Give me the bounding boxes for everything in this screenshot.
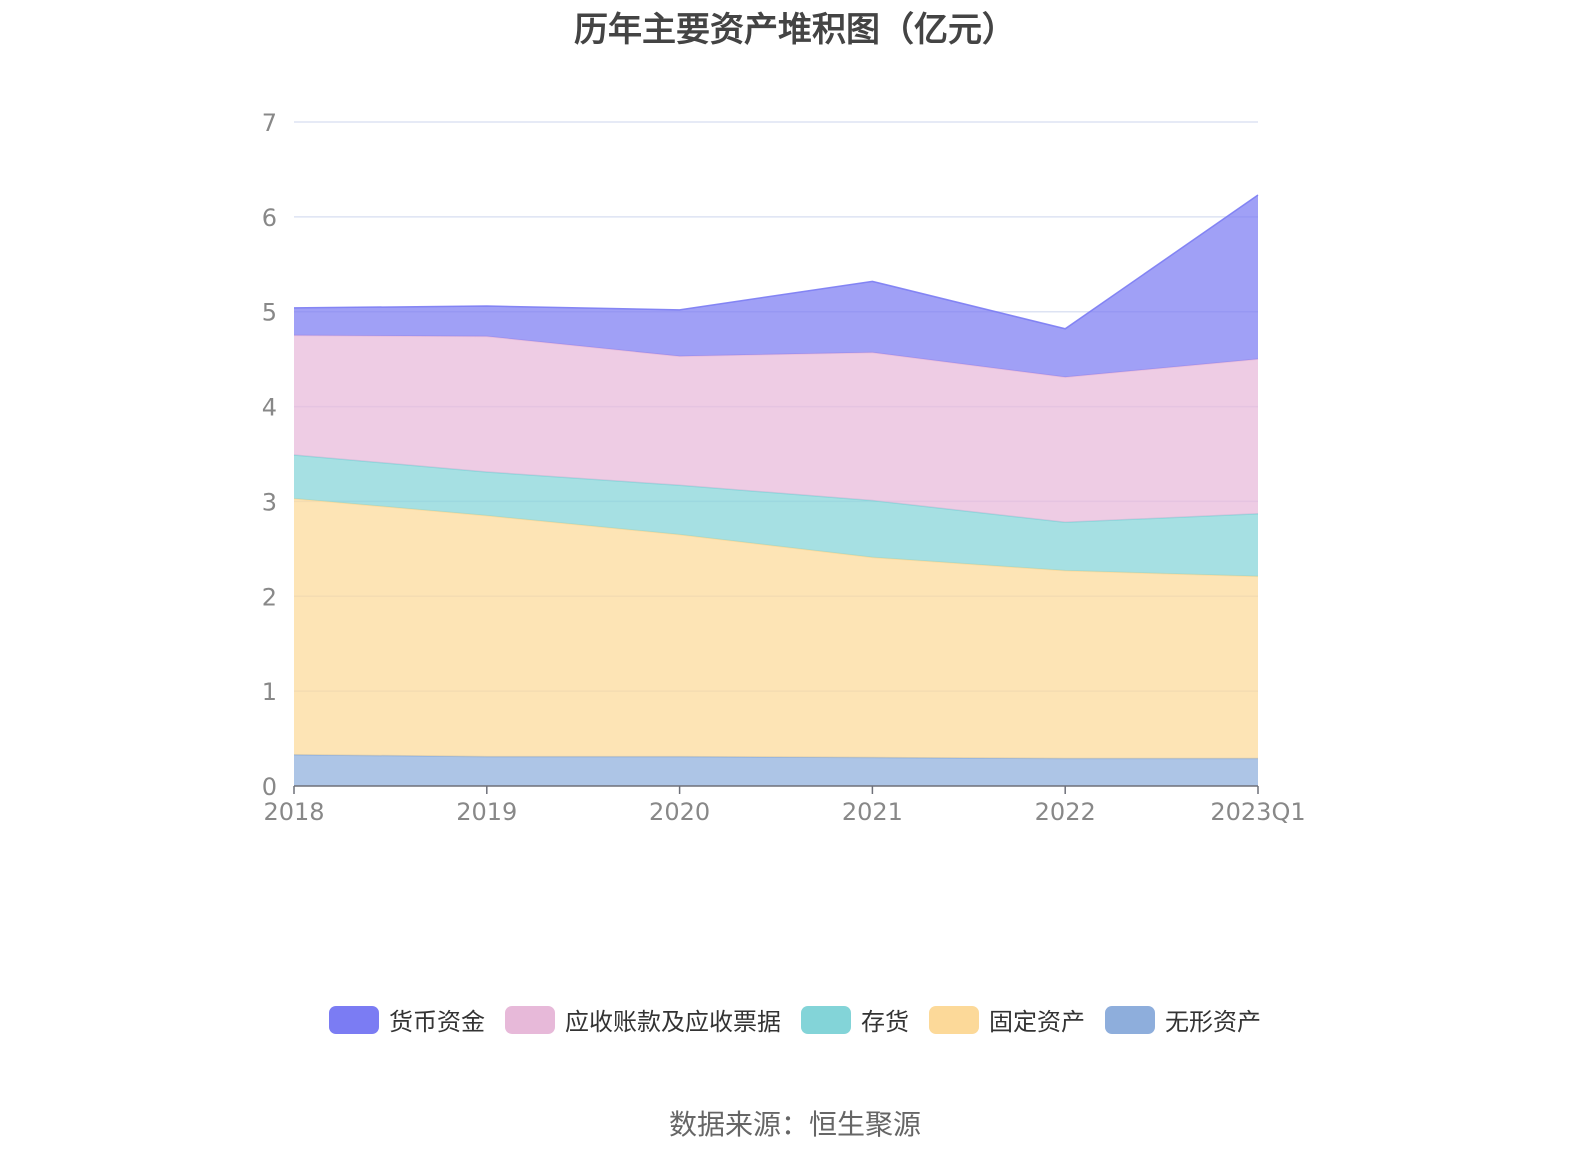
y-tick-label: 0 — [262, 773, 277, 801]
x-tick-label: 2022 — [1035, 798, 1096, 826]
legend: 货币资金 应收账款及应收票据 存货 固定资产 无形资产 — [0, 1002, 1590, 1037]
y-tick-label: 6 — [262, 204, 277, 232]
area-series-3 — [294, 335, 1258, 523]
x-tick-label: 2018 — [263, 798, 324, 826]
legend-swatch-inventory — [801, 1005, 851, 1034]
legend-label-fixed-assets: 固定资产 — [989, 1008, 1085, 1036]
legend-label-intangible-assets: 无形资产 — [1165, 1008, 1261, 1036]
legend-swatch-fixed-assets — [929, 1005, 979, 1034]
legend-item-cash[interactable]: 货币资金 — [329, 1002, 485, 1037]
legend-item-fixed-assets[interactable]: 固定资产 — [929, 1002, 1085, 1037]
legend-item-receivables[interactable]: 应收账款及应收票据 — [505, 1002, 781, 1037]
x-tick-label: 2021 — [842, 798, 903, 826]
area-series-1 — [294, 498, 1258, 759]
legend-label-cash: 货币资金 — [389, 1008, 485, 1036]
legend-swatch-intangible-assets — [1105, 1005, 1155, 1034]
y-tick-label: 4 — [262, 394, 277, 422]
legend-item-intangible-assets[interactable]: 无形资产 — [1105, 1002, 1261, 1037]
y-tick-label: 1 — [262, 678, 277, 706]
legend-label-receivables: 应收账款及应收票据 — [565, 1008, 781, 1036]
stacked-area-chart: 0 1 2 3 4 5 6 7 2018 2019 2020 2021 2022 2023Q1 — [262, 109, 1306, 826]
y-tick-label: 2 — [262, 583, 277, 611]
area-series-0 — [294, 754, 1258, 786]
area-series — [293, 194, 1259, 786]
axes: 0 1 2 3 4 5 6 7 2018 2019 2020 2021 2022 2023Q1 — [262, 109, 1306, 826]
y-tick-label: 5 — [262, 299, 277, 327]
x-tick-label: 2019 — [456, 798, 517, 826]
y-tick-label: 7 — [262, 109, 277, 137]
legend-label-inventory: 存货 — [861, 1008, 909, 1036]
legend-item-inventory[interactable]: 存货 — [801, 1002, 909, 1037]
chart-title: 历年主要资产堆积图（亿元） — [574, 10, 1016, 50]
legend-swatch-receivables — [505, 1005, 555, 1034]
x-tick-label: 2023Q1 — [1210, 798, 1305, 826]
data-source: 数据来源：恒生聚源 — [668, 1108, 921, 1141]
area-edge-4 — [293, 194, 1259, 330]
x-tick-label: 2020 — [649, 798, 710, 826]
y-tick-label: 3 — [262, 488, 277, 516]
legend-swatch-cash — [329, 1005, 379, 1034]
area-series-2 — [294, 454, 1258, 577]
area-series-4 — [294, 195, 1258, 378]
